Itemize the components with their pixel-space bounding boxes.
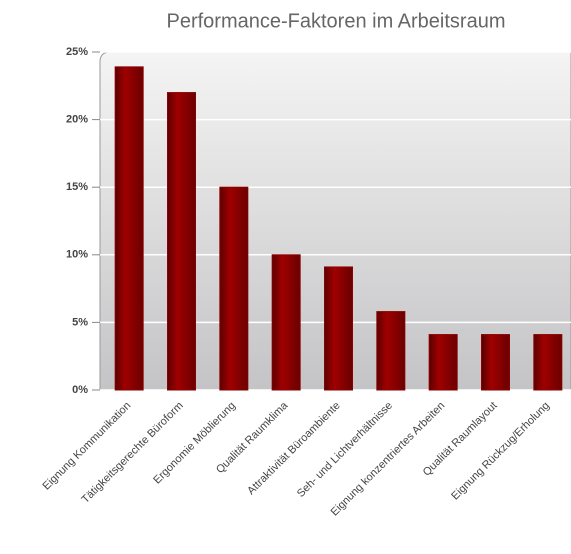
y-tick-label: 25% xyxy=(66,46,88,58)
chart-title: Performance-Faktoren im Arbeitsraum xyxy=(166,10,505,32)
y-tick-label: 0% xyxy=(72,384,88,396)
bar xyxy=(324,266,353,391)
bar xyxy=(271,254,301,391)
x-tick-label: Eignung Rückzug/Erholung xyxy=(449,400,552,503)
bar xyxy=(533,334,563,391)
bar xyxy=(376,311,406,391)
x-tick-label: Eignung konzentriertes Arbeiten xyxy=(329,400,448,519)
y-tick-label: 20% xyxy=(66,114,88,126)
bar xyxy=(428,334,458,391)
x-tick-label: Eignung Kommunikation xyxy=(41,400,134,493)
y-tick-label: 5% xyxy=(72,316,88,328)
bar xyxy=(481,334,510,391)
y-tick-label: 10% xyxy=(66,249,88,261)
x-tick-label: Tätigkeitsgerechte Büroform xyxy=(79,400,185,506)
y-tick-label: 15% xyxy=(66,181,88,193)
x-tick-label: Seh- und Lichtverhältnisse xyxy=(295,400,395,500)
bar xyxy=(219,186,249,391)
x-tick-label: Attraktivität Büroambiente xyxy=(245,400,343,498)
bar xyxy=(167,92,196,391)
bar xyxy=(114,66,144,391)
